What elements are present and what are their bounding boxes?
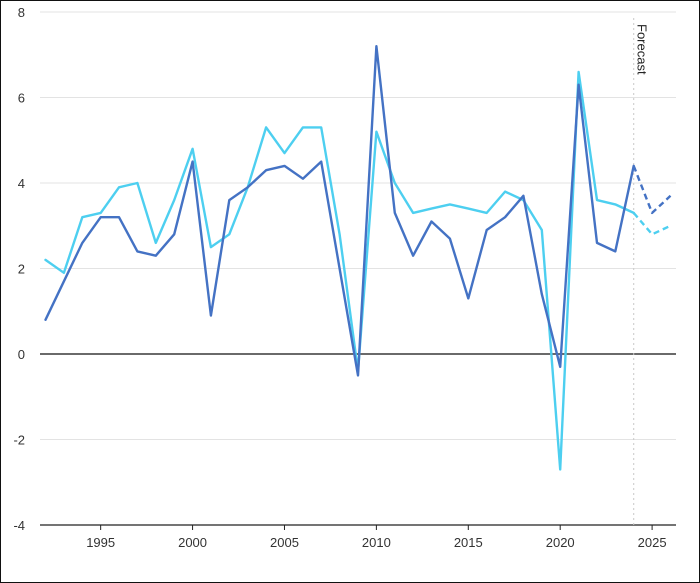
x-tick-label: 2005 <box>270 535 299 550</box>
x-tick-label: 2015 <box>454 535 483 550</box>
y-tick-label: 0 <box>18 347 25 362</box>
forecast-label: Forecast <box>635 24 650 75</box>
series-2-line <box>44 70 635 471</box>
y-tick-label: 2 <box>18 262 25 277</box>
tick-labels: -4 -2 0 2 4 6 8 1995 2000 2005 2010 2015 2020 2025 For… <box>13 5 666 550</box>
x-tick-label: 2025 <box>638 535 667 550</box>
x-tick-label: 2020 <box>546 535 575 550</box>
y-tick-label: -2 <box>13 433 25 448</box>
series-1-line <box>44 45 635 377</box>
series-1-forecast-line <box>632 165 672 215</box>
y-tick-label: -4 <box>13 518 25 533</box>
y-tick-label: 4 <box>18 176 25 191</box>
series-lines <box>44 45 672 471</box>
y-tick-label: 8 <box>18 5 25 20</box>
series-2-forecast-line <box>632 212 672 236</box>
x-tick-label: 1995 <box>86 535 115 550</box>
y-tick-label: 6 <box>18 91 25 106</box>
x-tick-label: 2010 <box>362 535 391 550</box>
x-tick-label: 2000 <box>178 535 207 550</box>
